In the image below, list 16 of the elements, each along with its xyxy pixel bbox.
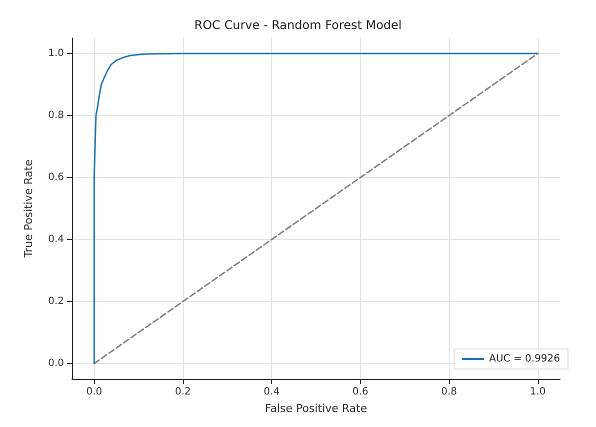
x-axis-title: False Positive Rate (264, 402, 368, 415)
x-tick-label: 0.4 (264, 386, 280, 398)
x-tick-label: 0.2 (174, 386, 191, 398)
y-axis-title: True Positive Rate (22, 159, 35, 258)
chart-title: ROC Curve - Random Forest Model (194, 18, 402, 32)
x-tick-label: 0.8 (441, 386, 458, 398)
x-tick-label: 1.0 (530, 386, 546, 398)
y-tick-label: 0.2 (48, 296, 64, 307)
y-tick-label: 1.0 (48, 48, 64, 59)
y-tick-label: 0.0 (48, 358, 64, 369)
x-tick-label: 0.6 (352, 386, 368, 398)
y-tick-label: 0.4 (48, 234, 64, 245)
x-tick-label: 0.0 (86, 386, 102, 398)
y-tick-label: 0.6 (48, 172, 64, 183)
legend-label: AUC = 0.9926 (489, 354, 560, 364)
y-tick-label: 0.8 (48, 110, 64, 121)
